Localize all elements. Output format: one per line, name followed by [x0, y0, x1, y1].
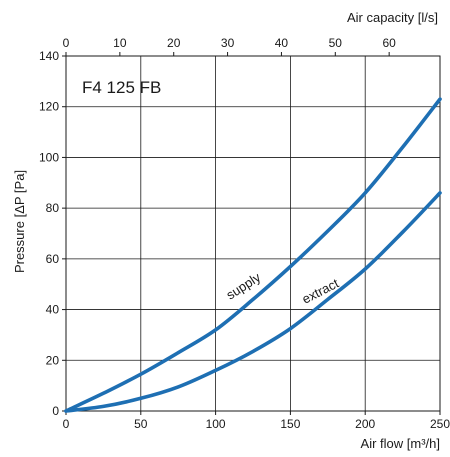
- x-tick-label: 200: [355, 417, 375, 431]
- x-tick-label: 100: [206, 417, 226, 431]
- curve-supply: [64, 97, 442, 413]
- y-tick-label: 120: [39, 100, 59, 114]
- x-tick-label: 0: [63, 417, 70, 431]
- plot-frame: [65, 55, 441, 412]
- y-tick-label: 20: [46, 353, 60, 367]
- top-tick-label: 20: [167, 36, 181, 50]
- tick-labels: 0 50 100 150 200 250 0 10 20 30 40 50 60 0 20 40 60 80 100…: [39, 36, 450, 431]
- y-axis-title: Pressure [ΔP [Pa]: [12, 170, 27, 273]
- y-tick-label: 100: [39, 150, 59, 164]
- x-axis-title: Air flow [m³/h]: [361, 436, 440, 451]
- top-tick-label: 50: [329, 36, 343, 50]
- curve-extract: [64, 191, 442, 413]
- top-tick-label: 60: [382, 36, 396, 50]
- y-tick-label: 80: [46, 201, 60, 215]
- chart-title: F4 125 FB: [82, 78, 161, 97]
- grid: [66, 56, 440, 411]
- y-tick-label: 0: [52, 404, 59, 418]
- top-tick-label: 0: [63, 36, 70, 50]
- x-tick-label: 50: [134, 417, 148, 431]
- x-tick-label: 150: [280, 417, 300, 431]
- x-tick-label: 250: [430, 417, 450, 431]
- y-tick-label: 40: [46, 303, 60, 317]
- top-tick-label: 10: [113, 36, 127, 50]
- curves: [64, 97, 442, 413]
- y-tick-label: 140: [39, 49, 59, 63]
- top-axis-title: Air capacity [l/s]: [347, 10, 438, 25]
- curve-label-extract: extract: [300, 275, 342, 306]
- y-tick-label: 60: [46, 252, 60, 266]
- top-tick-label: 30: [221, 36, 235, 50]
- top-tick-label: 40: [275, 36, 289, 50]
